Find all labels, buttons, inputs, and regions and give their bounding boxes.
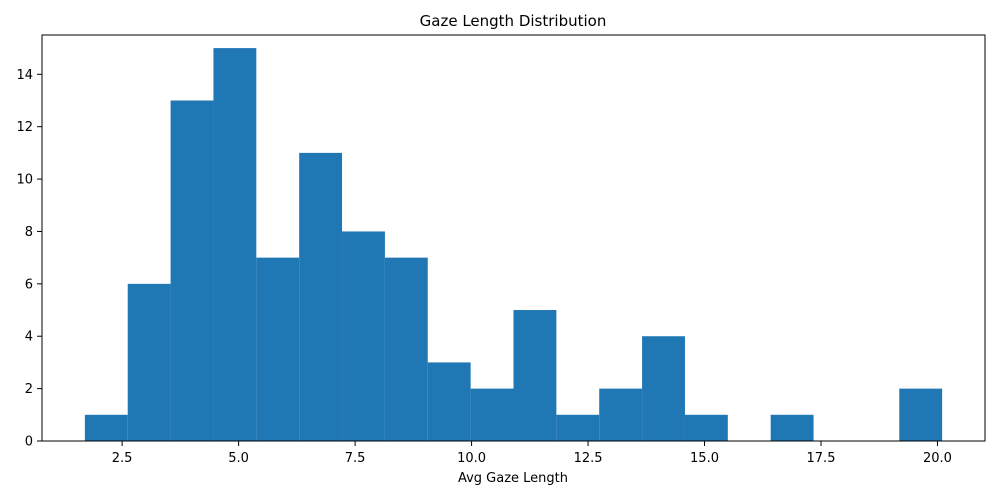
y-tick-label: 4	[25, 330, 33, 345]
histogram-bar	[342, 231, 385, 441]
y-tick-label: 12	[16, 120, 33, 135]
y-tick-label: 14	[16, 68, 33, 83]
x-tick-label: 10.0	[457, 451, 486, 466]
y-tick-label: 0	[25, 435, 33, 450]
y-tick-label: 6	[25, 277, 33, 292]
histogram-bar	[127, 283, 171, 441]
x-tick-label: 5.0	[228, 451, 249, 466]
histogram-bar	[599, 388, 643, 441]
chart-title: Gaze Length Distribution	[420, 12, 607, 30]
histogram-bar	[642, 336, 685, 441]
y-axis: 0 2 4 6 8 10 12 14	[16, 68, 42, 450]
histogram-bar	[556, 414, 600, 441]
x-tick-label: 17.5	[807, 451, 836, 466]
histogram-bar	[513, 310, 557, 441]
histogram-bar	[299, 152, 343, 441]
histogram-bar	[384, 257, 428, 441]
x-tick-label: 7.5	[345, 451, 366, 466]
x-tick-label: 12.5	[574, 451, 603, 466]
histogram-bar	[213, 48, 257, 442]
x-tick-label: 2.5	[112, 451, 133, 466]
histogram-bar	[470, 388, 514, 441]
histogram-bar	[84, 414, 128, 441]
bars-group	[84, 48, 943, 442]
histogram-bar	[170, 100, 214, 441]
x-axis-label: Avg Gaze Length	[458, 471, 568, 486]
x-tick-label: 20.0	[923, 451, 952, 466]
x-tick-label: 15.0	[690, 451, 719, 466]
x-axis: 2.5 5.0 7.5 10.0 12.5 15.0 17.5 20.0	[112, 441, 952, 466]
histogram-bar	[899, 388, 943, 441]
histogram-bar	[770, 414, 814, 441]
histogram-bar	[256, 257, 300, 441]
y-tick-label: 8	[25, 225, 33, 240]
histogram-bar	[684, 414, 728, 441]
y-tick-label: 2	[25, 382, 33, 397]
y-tick-label: 10	[16, 173, 33, 188]
plot-frame	[41, 34, 986, 442]
histogram-bar	[427, 362, 471, 441]
